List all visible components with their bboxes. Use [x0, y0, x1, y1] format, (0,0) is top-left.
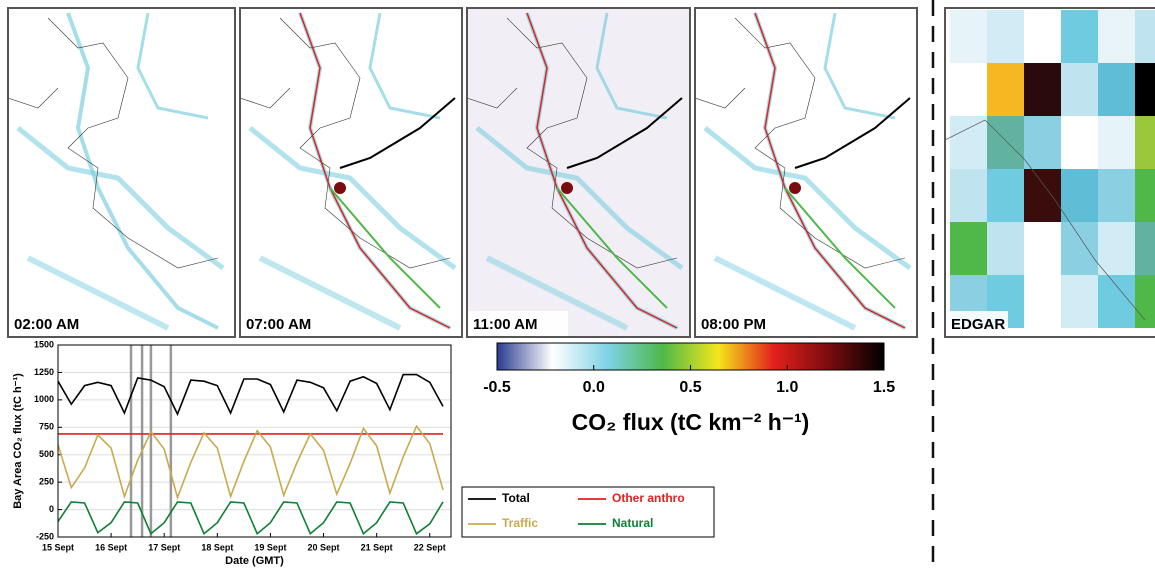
y-tick-label: 750 — [39, 422, 54, 432]
panel-label: 08:00 PM — [701, 316, 766, 333]
x-axis-label: Date (GMT) — [225, 555, 284, 567]
grid-cell — [1098, 10, 1135, 63]
map: 11:00 AM — [467, 8, 690, 337]
panel-label: EDGAR — [951, 316, 1005, 333]
x-tick-label: 16 Sept — [95, 542, 127, 552]
panel-label: 07:00 AM — [246, 316, 311, 333]
colorbar-tick-label: -0.5 — [483, 379, 511, 396]
grid-cell — [950, 63, 987, 116]
grid-cell — [1135, 63, 1155, 116]
colorbar-tick-label: 0.0 — [583, 379, 605, 396]
plot-frame — [58, 345, 451, 537]
grid-cell — [1135, 10, 1155, 63]
map-panel: 07:00 AM — [240, 8, 462, 337]
colorbar-tick-label: 0.5 — [679, 379, 701, 396]
grid-cell — [1024, 222, 1061, 275]
map-panel: EDGAR — [945, 8, 1155, 337]
grid-cell — [1024, 10, 1061, 63]
panel-label: 11:00 AM — [473, 316, 537, 333]
grid-cell — [1098, 116, 1135, 169]
grid-cell — [1061, 169, 1098, 222]
y-tick-label: 1250 — [34, 367, 54, 377]
map: 08:00 PM — [695, 8, 917, 337]
x-tick-label: 15 Sept — [42, 542, 74, 552]
grid-cell — [1061, 10, 1098, 63]
grid-cell — [1024, 169, 1061, 222]
grid-cell — [1098, 63, 1135, 116]
grid-cell — [1061, 275, 1098, 328]
x-tick-label: 18 Sept — [201, 542, 233, 552]
grid-cell — [987, 169, 1024, 222]
map-bg — [240, 8, 462, 337]
y-tick-label: 500 — [39, 449, 54, 459]
x-tick-label: 21 Sept — [361, 542, 393, 552]
grid-cell — [1061, 222, 1098, 275]
map-bg — [467, 8, 690, 337]
map: 02:00 AM — [8, 8, 235, 337]
map-panel: 08:00 PM — [695, 8, 917, 337]
grid-cell — [1098, 169, 1135, 222]
grid-cell — [1061, 63, 1098, 116]
x-tick-label: 17 Sept — [148, 542, 180, 552]
figure: 02:00 AM 07:00 AM 11:00 AM 08:00 PM EDGAR -25… — [0, 0, 1155, 568]
grid-cell — [1024, 275, 1061, 328]
colorbar-tick-label: 1.0 — [776, 379, 798, 396]
x-tick-label: 20 Sept — [308, 542, 340, 552]
grid-cell — [950, 116, 987, 169]
y-tick-label: 1000 — [34, 394, 54, 404]
grid-cell — [1135, 116, 1155, 169]
y-tick-label: 1500 — [34, 339, 54, 349]
series-line — [58, 375, 443, 415]
grid-cell — [987, 116, 1024, 169]
series-line — [58, 502, 443, 534]
panel-label: 02:00 AM — [14, 316, 79, 333]
x-tick-label: 19 Sept — [254, 542, 286, 552]
x-tick-label: 22 Sept — [414, 542, 446, 552]
grid-cell — [1061, 116, 1098, 169]
grid-cell — [987, 63, 1024, 116]
map-bg — [8, 8, 235, 337]
legend-label: Total — [502, 491, 530, 505]
colorbar-tick-label: 1.5 — [873, 379, 895, 396]
colorbar-label: CO₂ flux (tC km⁻² h⁻¹) — [572, 409, 810, 435]
map-panel: 11:00 AM — [467, 8, 690, 337]
grid-cell — [1135, 222, 1155, 275]
map: EDGAR — [945, 8, 1155, 337]
grid-cell — [1135, 169, 1155, 222]
map-panel: 02:00 AM — [8, 8, 235, 337]
y-tick-label: 250 — [39, 477, 54, 487]
legend-label: Traffic — [502, 516, 538, 530]
y-tick-label: -250 — [36, 531, 54, 541]
legend-label: Other anthro — [612, 491, 685, 505]
grid-cell — [987, 222, 1024, 275]
grid-cell — [1024, 63, 1061, 116]
grid-cell — [1135, 275, 1155, 328]
grid-cell — [987, 10, 1024, 63]
y-tick-label: 0 — [49, 504, 54, 514]
grid-cell — [1098, 222, 1135, 275]
grid-cell — [950, 169, 987, 222]
grid-cell — [1024, 116, 1061, 169]
legend-label: Natural — [612, 516, 653, 530]
map-bg — [695, 8, 917, 337]
grid-cell — [950, 10, 987, 63]
grid-cell — [950, 222, 987, 275]
series-line — [58, 426, 443, 497]
map: 07:00 AM — [240, 8, 462, 337]
y-axis-label: Bay Area CO₂ flux (tC h⁻¹) — [12, 373, 24, 509]
